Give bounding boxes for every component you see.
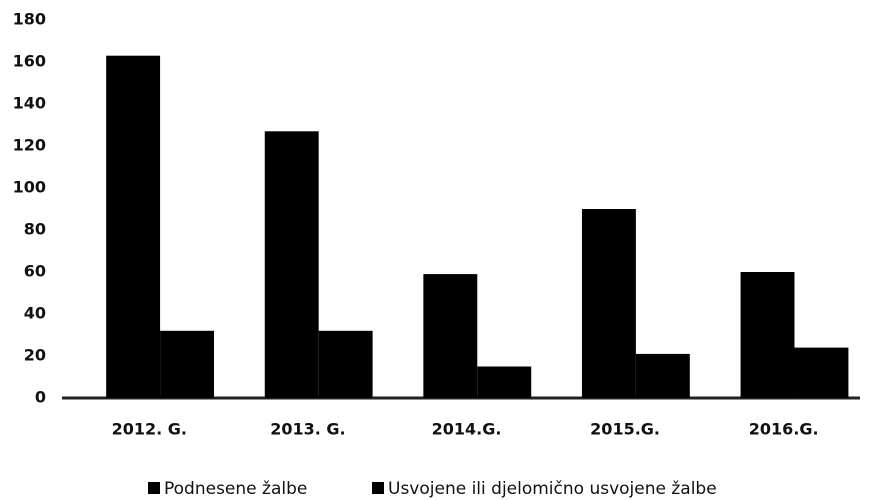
x-tick-label: 2016.G. [749,420,819,439]
y-tick-label: 60 [24,262,46,281]
bar [160,330,215,398]
bar [794,347,849,398]
bar [740,272,795,398]
bar [635,353,690,398]
y-tick-label: 140 [13,94,46,113]
y-tick-label: 160 [13,52,46,71]
bar [264,131,319,399]
y-tick-label: 0 [35,388,46,407]
y-tick-label: 100 [13,178,46,197]
legend-swatch [148,482,160,494]
bar [477,366,532,398]
y-tick-label: 120 [13,136,46,155]
bar [318,330,373,398]
y-tick-label: 40 [24,304,46,323]
legend-label: Podnesene žalbe [164,479,307,499]
bar [106,55,161,398]
x-tick-label: 2012. G. [112,420,187,439]
y-tick-label: 80 [24,220,46,239]
y-tick-label: 20 [24,346,46,365]
legend-swatch [372,482,384,494]
x-tick-label: 2013. G. [270,420,345,439]
y-tick-label: 180 [13,10,46,29]
bar [423,274,478,398]
x-tick-label: 2015.G. [590,420,660,439]
legend-label: Usvojene ili djelomično usvojene žalbe [388,479,717,499]
bar [581,209,636,398]
x-tick-label: 2014.G. [432,420,502,439]
